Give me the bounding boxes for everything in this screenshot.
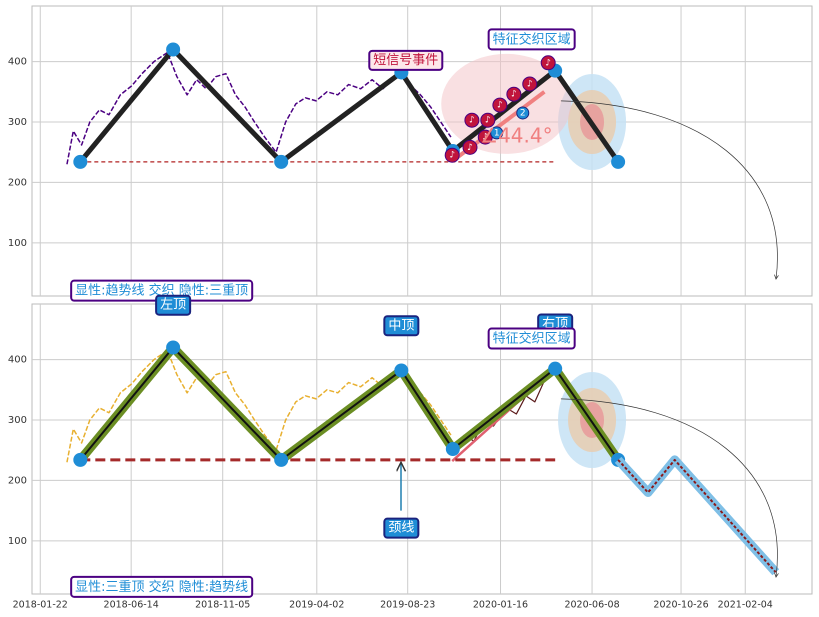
event-symbol: ♪: [467, 143, 473, 153]
pattern-point: [274, 154, 289, 169]
annotation: 颈线: [383, 517, 420, 539]
annotation-box: [383, 315, 420, 337]
annotation-text: 特征交织区域: [493, 31, 571, 47]
y-tick-label: 300: [8, 117, 27, 128]
annotation-box: [487, 28, 576, 51]
annotation-text: 中顶: [388, 318, 414, 333]
event-symbol: ♪: [485, 116, 491, 126]
event-symbol: ♪: [449, 151, 455, 161]
y-tick-label: 300: [8, 415, 27, 426]
event-marker: [540, 55, 556, 71]
annotation-text: 显性:三重顶 交织 隐性:趋势线: [75, 579, 248, 595]
x-tick-label: 2018-01-22: [13, 600, 68, 611]
annotation-text: 颈线: [388, 521, 414, 536]
pattern-point: [73, 452, 88, 467]
annotation-text: 短信号事件: [373, 53, 438, 68]
pattern-point: [394, 363, 409, 378]
x-tick-label: 2021-02-04: [718, 600, 773, 611]
event-marker: [462, 139, 478, 155]
x-tick-label: 2020-01-16: [473, 600, 528, 611]
event-symbol: ♪: [545, 58, 551, 68]
annotation-text: 特征交织区域: [493, 331, 571, 347]
marker-number: 2: [520, 108, 526, 118]
pattern-point: [611, 154, 626, 169]
annotation: 显性:三重顶 交织 隐性:趋势线: [70, 575, 254, 598]
y-tick-label: 400: [8, 57, 27, 68]
marker-number: 1: [494, 128, 500, 138]
annotation-text: 左顶: [160, 298, 186, 313]
y-tick-label: 200: [8, 475, 27, 486]
x-tick-label: 2019-08-23: [380, 600, 435, 611]
event-marker: [444, 147, 460, 163]
annotation: 短信号事件: [368, 49, 444, 71]
annotation-text: 显性:趋势线 交织 隐性:三重顶: [75, 283, 248, 299]
pattern-point: [274, 452, 289, 467]
event-symbol: ♪: [527, 79, 533, 89]
annotation: 显性:趋势线 交织 隐性:三重顶: [70, 279, 254, 302]
annotation-box: [155, 294, 192, 316]
pattern-point: [166, 340, 181, 355]
annotation: ∠44.4°: [480, 124, 552, 148]
event-marker: [506, 86, 522, 102]
x-tick-label: 2018-11-05: [195, 600, 250, 611]
x-tick-label: 2018-06-14: [104, 600, 159, 611]
event-marker: [492, 97, 508, 113]
y-tick-label: 100: [8, 238, 27, 249]
annotation: 左顶: [155, 294, 192, 316]
annotation-box: [70, 575, 254, 598]
event-symbol: ♪: [497, 101, 503, 111]
annotation-text: ∠44.4°: [480, 124, 552, 148]
series-line: [617, 458, 777, 573]
event-marker: [480, 112, 496, 128]
curve-arrow: [560, 398, 778, 577]
event-symbol: ♪: [511, 90, 517, 100]
plot-area: [31, 303, 813, 595]
y-tick-label: 200: [8, 177, 27, 188]
event-marker: [522, 76, 538, 92]
annotation: 中顶: [383, 315, 420, 337]
curve-arrow: [560, 100, 778, 279]
event-symbol: ♪: [469, 116, 475, 126]
pattern-point: [166, 42, 181, 57]
pattern-point: [73, 154, 88, 169]
annotation-box: [487, 327, 576, 350]
annotation-box: [368, 49, 444, 71]
series-line: [66, 51, 452, 165]
numbered-marker: [516, 106, 530, 120]
event-symbol: ♪: [482, 133, 488, 143]
x-tick-label: 2019-04-02: [289, 600, 344, 611]
event-marker: [464, 112, 480, 128]
x-tick-label: 2020-06-08: [564, 600, 619, 611]
pattern-point: [548, 361, 563, 376]
annotation-box: [383, 517, 420, 539]
pattern-point: [445, 442, 460, 456]
annotation: 特征交织区域: [487, 327, 576, 350]
annotation: 特征交织区域: [487, 28, 576, 51]
numbered-marker: [490, 126, 504, 140]
x-tick-label: 2020-10-26: [653, 600, 708, 611]
plot-area: [31, 5, 813, 297]
series-line: [66, 349, 452, 463]
y-tick-label: 400: [8, 355, 27, 366]
y-tick-label: 100: [8, 536, 27, 547]
